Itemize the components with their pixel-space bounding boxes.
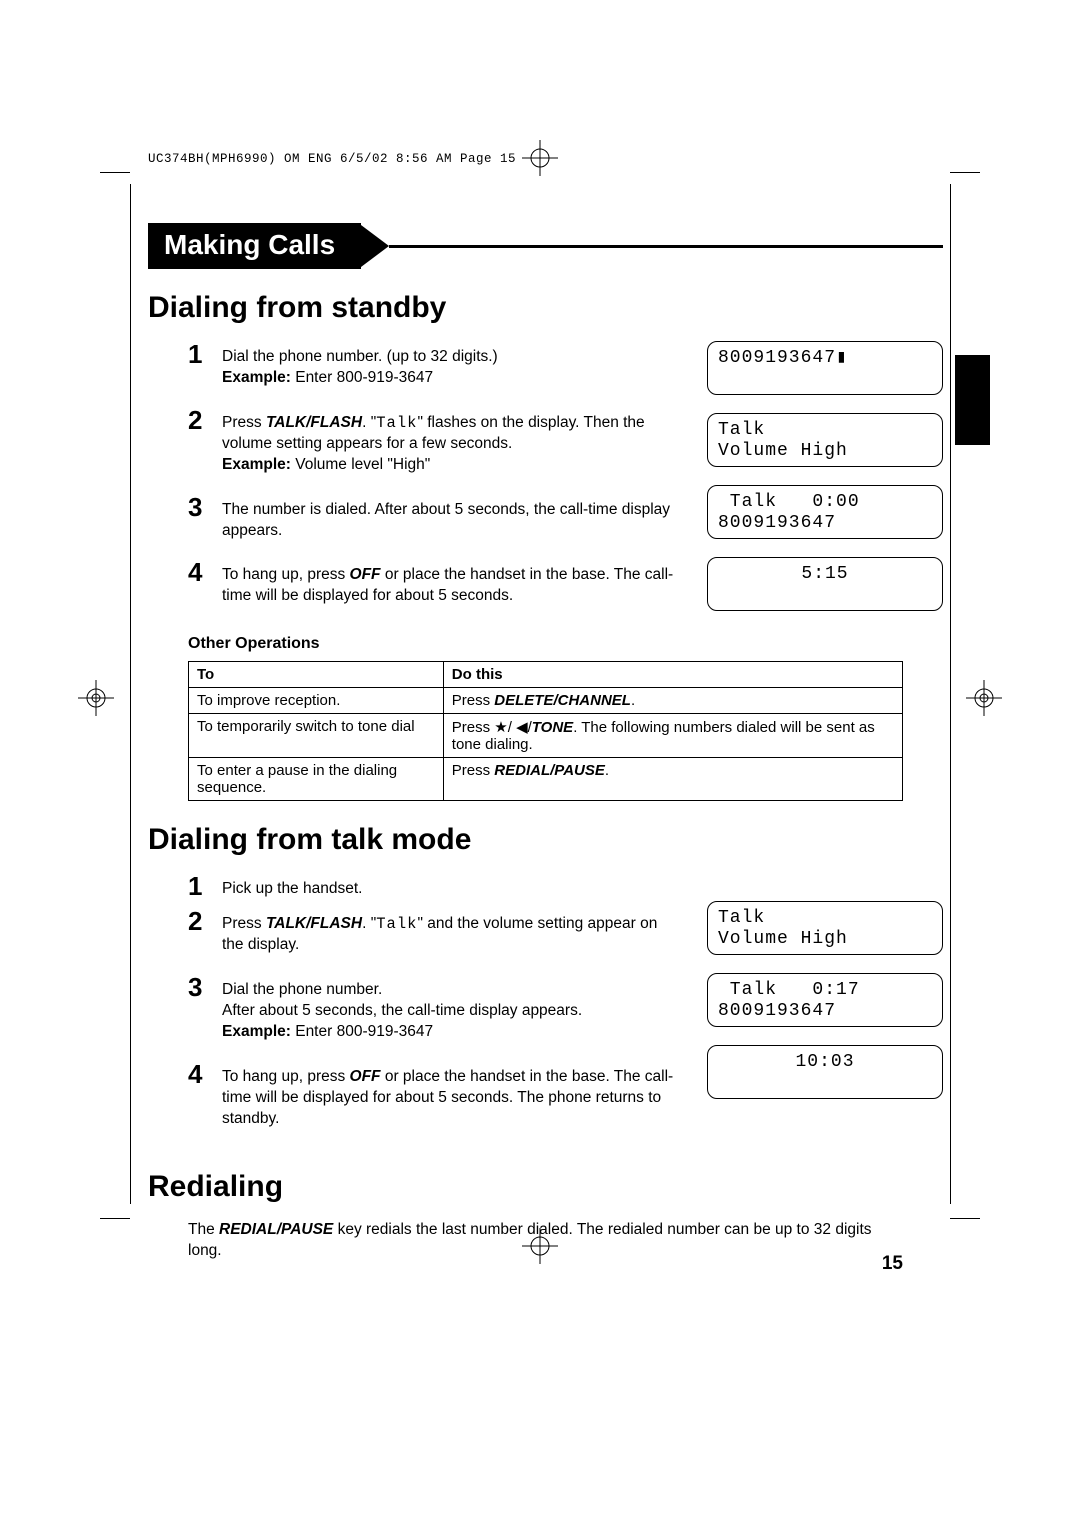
- step-body: Pick up the handset.: [222, 873, 362, 900]
- table-row: To enter a pause in the dialing sequence…: [189, 758, 903, 801]
- step-number: 2: [188, 908, 208, 956]
- crop-mark: [950, 184, 951, 1204]
- side-tab: [955, 355, 990, 445]
- crop-mark: [950, 172, 980, 173]
- step-2: 2 Press TALK/FLASH. "Talk" and the volum…: [188, 908, 683, 956]
- step-number: 1: [188, 341, 208, 389]
- step-4: 4 To hang up, press OFF or place the han…: [188, 1061, 683, 1130]
- registration-mark-icon: [78, 680, 114, 716]
- banner-rule: [389, 225, 943, 267]
- step-number: 3: [188, 494, 208, 542]
- crop-mark: [100, 1218, 130, 1219]
- step-number: 2: [188, 407, 208, 476]
- redial-paragraph: The REDIAL/PAUSE key redials the last nu…: [188, 1220, 903, 1262]
- step-body: Press TALK/FLASH. "Talk" flashes on the …: [222, 407, 683, 476]
- step-body: Dial the phone number. After about 5 sec…: [222, 974, 582, 1043]
- step-body: Press TALK/FLASH. "Talk" and the volume …: [222, 908, 683, 956]
- table-header: Do this: [443, 662, 902, 688]
- chapter-banner: Making Calls: [148, 223, 943, 269]
- step-body: Dial the phone number. (up to 32 digits.…: [222, 341, 498, 389]
- step-number: 1: [188, 873, 208, 900]
- step-1: 1 Dial the phone number. (up to 32 digit…: [188, 341, 683, 389]
- step-number: 3: [188, 974, 208, 1043]
- step-2: 2 Press TALK/FLASH. "Talk" flashes on th…: [188, 407, 683, 476]
- section-heading-standby: Dialing from standby: [148, 291, 943, 325]
- crop-mark: [950, 1218, 980, 1219]
- lcd-screen: 5:15: [707, 557, 943, 611]
- chapter-title: Making Calls: [148, 223, 361, 269]
- section-heading-redial: Redialing: [148, 1170, 943, 1204]
- registration-mark-icon: [966, 680, 1002, 716]
- lcd-screen: Talk 0:17 8009193647: [707, 973, 943, 1027]
- step-number: 4: [188, 1061, 208, 1130]
- lcd-screen: 10:03: [707, 1045, 943, 1099]
- crop-mark: [130, 184, 131, 1204]
- step-4: 4 To hang up, press OFF or place the han…: [188, 559, 683, 607]
- lcd-screen: Talk Volume High: [707, 413, 943, 467]
- crop-mark: [100, 172, 130, 173]
- step-body: To hang up, press OFF or place the hands…: [222, 559, 683, 607]
- table-header: To: [189, 662, 444, 688]
- subheading-other-ops: Other Operations: [188, 635, 903, 653]
- section-heading-talk: Dialing from talk mode: [148, 823, 943, 857]
- lcd-screen: Talk 0:00 8009193647: [707, 485, 943, 539]
- operations-table: To Do this To improve reception. Press D…: [188, 661, 903, 801]
- lcd-screen: Talk Volume High: [707, 901, 943, 955]
- step-3: 3 The number is dialed. After about 5 se…: [188, 494, 683, 542]
- step-3: 3 Dial the phone number. After about 5 s…: [188, 974, 683, 1043]
- table-row: To temporarily switch to tone dial Press…: [189, 714, 903, 758]
- step-number: 4: [188, 559, 208, 607]
- page-number: 15: [882, 1253, 903, 1275]
- table-row: To improve reception. Press DELETE/CHANN…: [189, 688, 903, 714]
- step-body: To hang up, press OFF or place the hands…: [222, 1061, 683, 1130]
- step-1: 1 Pick up the handset.: [188, 873, 683, 900]
- step-body: The number is dialed. After about 5 seco…: [222, 494, 683, 542]
- lcd-screen: 8009193647▮: [707, 341, 943, 395]
- banner-arrow: [361, 225, 389, 267]
- page-content: Making Calls Dialing from standby 1 Dial…: [148, 135, 943, 1275]
